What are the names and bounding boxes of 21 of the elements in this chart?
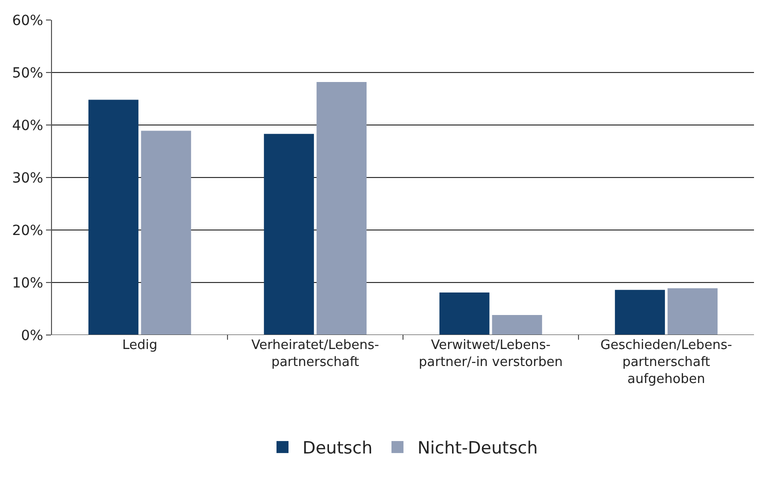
y-tick-label: 10% (12, 275, 44, 292)
y-tick-label: 30% (12, 170, 44, 186)
x-tick-label: Verwitwet/Lebens- partner/-in verstorben (418, 338, 563, 370)
bar (88, 100, 138, 335)
bar (316, 82, 367, 335)
x-tick-label: Geschieden/Lebens- partnerschaft aufgehoben (600, 338, 732, 387)
y-tick-label: 50% (12, 65, 44, 82)
bar (668, 288, 718, 335)
legend-label: Nicht-Deutsch (417, 438, 538, 459)
bar (141, 130, 192, 335)
x-tick-label: Ledig (122, 338, 158, 353)
bar (439, 292, 490, 335)
y-tick-label: 20% (12, 222, 44, 239)
bar (492, 315, 542, 335)
y-tick-label: 0% (20, 328, 44, 344)
bar (264, 134, 314, 335)
bar (614, 290, 665, 335)
legend-label: Deutsch (302, 438, 372, 459)
y-tick-label: 60% (12, 12, 44, 29)
y-tick-label: 40% (12, 118, 44, 134)
x-tick-label: Verheiratet/Lebens- partnerschaft (251, 338, 380, 370)
